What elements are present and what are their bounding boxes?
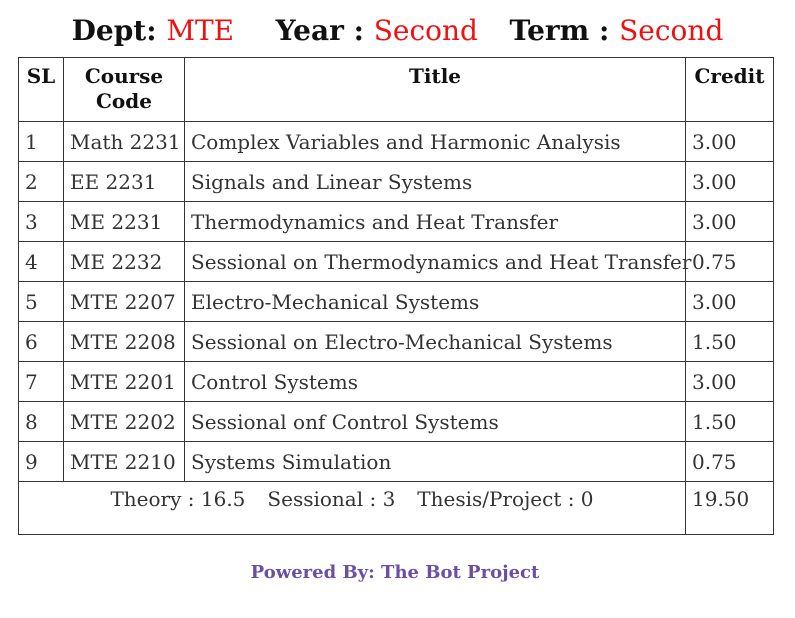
header-title: Title: [184, 57, 686, 122]
row-sl: 5: [18, 281, 64, 322]
header-course-code: Course Code: [63, 57, 185, 122]
row-sl: 8: [18, 401, 64, 442]
sessional-total: Sessional : 3: [267, 487, 396, 511]
dept-value: MTE: [166, 14, 235, 47]
credit-summary: Theory : 16.5 Sessional : 3 Thesis/Project…: [18, 481, 686, 535]
row-credit: 1.50: [685, 321, 774, 362]
header-course-code-line2: Code: [96, 89, 152, 113]
header-credit: Credit: [685, 57, 774, 122]
row-course-code: MTE 2210: [63, 441, 185, 482]
row-credit: 3.00: [685, 361, 774, 402]
row-title: Complex Variables and Harmonic Analysis: [184, 121, 686, 162]
year-label: Year :: [275, 14, 364, 47]
term-label: Term :: [509, 14, 610, 47]
row-course-code: Math 2231: [63, 121, 185, 162]
row-credit: 3.00: [685, 281, 774, 322]
row-course-code: MTE 2207: [63, 281, 185, 322]
row-sl: 7: [18, 361, 64, 402]
table-row: 6 MTE 2208 Sessional on Electro-Mechanic…: [18, 321, 774, 362]
year-value: Second: [373, 14, 478, 47]
row-sl: 4: [18, 241, 64, 282]
term-value: Second: [619, 14, 724, 47]
row-title: Electro-Mechanical Systems: [184, 281, 686, 322]
table-row: 9 MTE 2210 Systems Simulation 0.75: [18, 441, 774, 482]
row-sl: 3: [18, 201, 64, 242]
row-course-code: EE 2231: [63, 161, 185, 202]
row-title: Sessional onf Control Systems: [184, 401, 686, 442]
row-credit: 1.50: [685, 401, 774, 442]
row-title: Signals and Linear Systems: [184, 161, 686, 202]
row-title: Sessional on Electro-Mechanical Systems: [184, 321, 686, 362]
row-title: Sessional on Thermodynamics and Heat Tra…: [184, 241, 691, 282]
header-sl: SL: [18, 57, 64, 122]
theory-total: Theory : 16.5: [110, 487, 246, 511]
table-row: 2 EE 2231 Signals and Linear Systems 3.0…: [18, 161, 774, 202]
row-sl: 1: [18, 121, 64, 162]
course-table: SL Course Code Title Credit 1 Math 2231 …: [18, 57, 774, 535]
row-credit: 0.75: [685, 441, 774, 482]
table-row: 5 MTE 2207 Electro-Mechanical Systems 3.…: [18, 281, 774, 322]
table-row: 4 ME 2232 Sessional on Thermodynamics an…: [18, 241, 774, 282]
thesis-total: Thesis/Project : 0: [417, 487, 594, 511]
row-sl: 6: [18, 321, 64, 362]
row-credit: 0.75: [685, 241, 774, 282]
row-course-code: MTE 2201: [63, 361, 185, 402]
header-course-code-line1: Course: [84, 64, 164, 88]
dept-label: Dept:: [71, 14, 157, 47]
table-header-row: SL Course Code Title Credit: [18, 57, 774, 122]
row-credit: 3.00: [685, 121, 774, 162]
row-title: Thermodynamics and Heat Transfer: [184, 201, 686, 242]
row-course-code: ME 2232: [63, 241, 185, 282]
summary-row: Theory : 16.5 Sessional : 3 Thesis/Project…: [18, 481, 774, 535]
total-credit: 19.50: [685, 481, 774, 535]
powered-by-footer: Powered By: The Bot Project: [250, 562, 540, 583]
table-row: 8 MTE 2202 Sessional onf Control Systems…: [18, 401, 774, 442]
row-sl: 2: [18, 161, 64, 202]
row-course-code: ME 2231: [63, 201, 185, 242]
row-credit: 3.00: [685, 161, 774, 202]
row-course-code: MTE 2202: [63, 401, 185, 442]
row-title: Systems Simulation: [184, 441, 686, 482]
row-sl: 9: [18, 441, 64, 482]
table-row: 1 Math 2231 Complex Variables and Harmon…: [18, 121, 774, 162]
page-header: Dept: MTE Year : Second Term : Second: [0, 14, 795, 47]
table-row: 3 ME 2231 Thermodynamics and Heat Transf…: [18, 201, 774, 242]
row-title: Control Systems: [184, 361, 686, 402]
row-course-code: MTE 2208: [63, 321, 185, 362]
row-credit: 3.00: [685, 201, 774, 242]
table-row: 7 MTE 2201 Control Systems 3.00: [18, 361, 774, 402]
